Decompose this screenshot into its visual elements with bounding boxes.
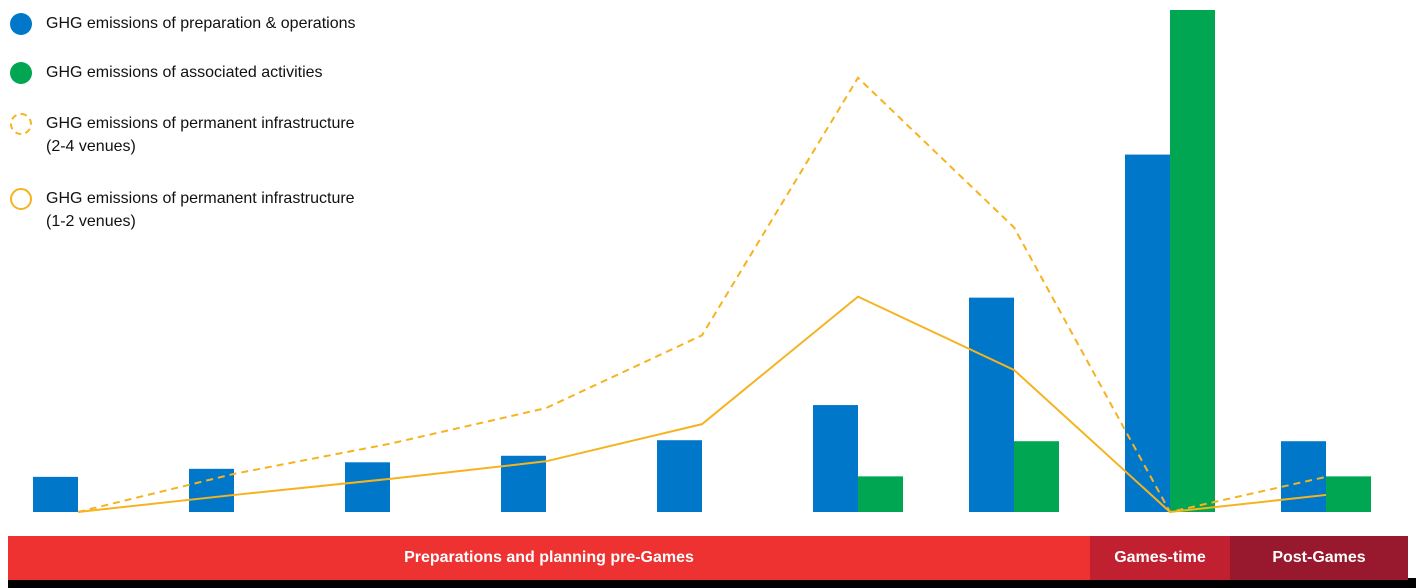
bar-preparation-operations-3	[345, 462, 390, 512]
phase-post-games: Post-Games	[1230, 536, 1408, 580]
legend-swatch-dashed-circle	[10, 113, 32, 135]
bar-preparation-operations-6	[813, 405, 858, 512]
phase-bar: Preparations and planning pre-Games Game…	[8, 536, 1408, 580]
phase-games-time: Games-time	[1090, 536, 1230, 580]
bar-preparation-operations-2	[189, 468, 234, 512]
legend-item-preparation-operations: GHG emissions of preparation & operation…	[10, 12, 466, 35]
legend-item-associated-activities: GHG emissions of associated activities	[10, 61, 466, 84]
chart-plot	[33, 10, 1371, 514]
legend-label: GHG emissions of permanent infrastructur…	[46, 190, 355, 230]
bar-preparation-operations-8	[1125, 154, 1170, 513]
phase-bar-shadow	[8, 578, 1416, 588]
legend-swatch-green-circle	[10, 62, 32, 84]
legend-item-infrastructure-2-4: GHG emissions of permanent infrastructur…	[10, 112, 466, 158]
legend-label: GHG emissions of preparation & operation…	[46, 15, 356, 32]
legend-label: GHG emissions of associated activities	[46, 64, 323, 81]
bar-preparation-operations-9	[1281, 441, 1326, 512]
legend-label: GHG emissions of permanent infrastructur…	[46, 115, 355, 155]
legend-swatch-blue-circle	[10, 13, 32, 35]
legend-item-infrastructure-1-2: GHG emissions of permanent infrastructur…	[10, 187, 466, 233]
legend-swatch-outline-circle	[10, 188, 32, 210]
bar-associated-activities-9	[1326, 476, 1371, 512]
bar-associated-activities-6	[858, 476, 903, 512]
bar-preparation-operations-5	[657, 440, 702, 512]
bar-preparation-operations-1	[33, 476, 78, 512]
line-infrastructure-1-2-venues	[77, 295, 1327, 514]
bar-preparation-operations-7	[969, 297, 1014, 512]
phase-preparations: Preparations and planning pre-Games	[8, 536, 1090, 580]
bar-associated-activities-8	[1170, 10, 1215, 512]
line-infrastructure-2-4-venues	[77, 76, 1327, 514]
bar-associated-activities-7	[1014, 441, 1059, 512]
